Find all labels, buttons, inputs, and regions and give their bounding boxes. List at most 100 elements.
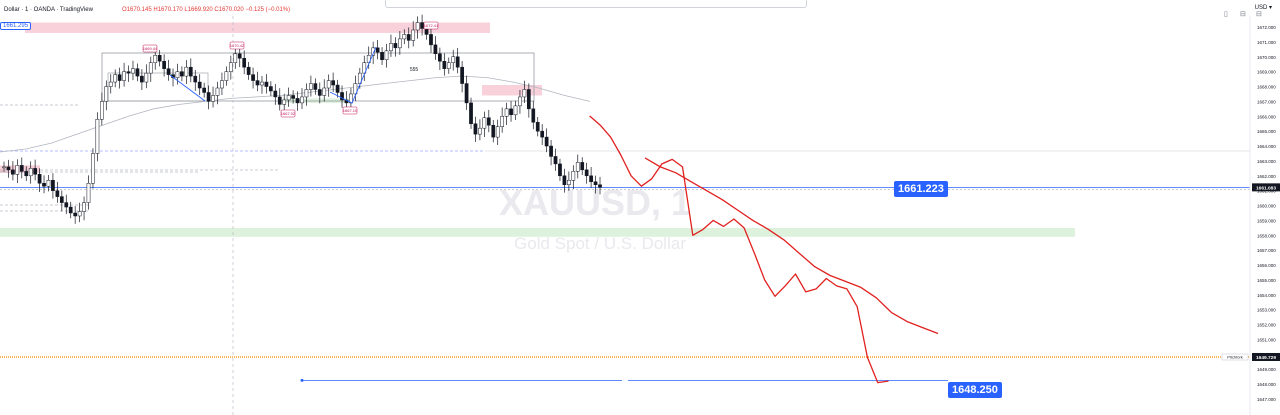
price-axis-tick: 1672.000 (1257, 25, 1276, 30)
price-axis-tick: 1665.000 (1257, 129, 1276, 134)
candle-body (95, 119, 100, 154)
candle-body (64, 202, 69, 208)
candle-body (140, 75, 144, 83)
candle-body (357, 72, 362, 84)
candle-body (175, 71, 180, 78)
candle-body (166, 68, 171, 75)
price-point-label: 1670.42 (230, 43, 245, 48)
target-line-anchor (300, 378, 304, 382)
candle-body (122, 71, 126, 81)
candle-body (326, 80, 331, 89)
candle-body (313, 83, 318, 90)
candle-body (28, 168, 33, 177)
candle-body (433, 44, 438, 55)
candle-body (584, 169, 589, 177)
candle-body (486, 117, 491, 126)
candle-body (384, 50, 389, 60)
price-point-label-box (280, 109, 296, 118)
candle-body (273, 90, 278, 98)
candle-body (228, 62, 233, 72)
candle-body (402, 34, 407, 40)
candle-body (411, 29, 416, 41)
candle-body (104, 86, 109, 102)
candle-body (6, 166, 11, 171)
candle-body (340, 92, 344, 101)
candle-body (544, 136, 549, 147)
candle-body (598, 184, 602, 188)
candle-body (148, 62, 153, 74)
candle-body (322, 87, 327, 96)
candle-body (380, 52, 384, 60)
candle-body (126, 71, 131, 74)
candle-body (540, 130, 545, 138)
candle-body (495, 126, 500, 138)
screenshot-icon[interactable]: ⊟ (1256, 11, 1262, 18)
price-axis-tick: 1671.000 (1257, 40, 1276, 45)
symbol-title[interactable]: Dollar · 1 · OANDA · TradingView (4, 7, 93, 13)
candle-body (429, 34, 433, 46)
price-axis-tick: 1657.000 (1257, 248, 1276, 253)
candle-body (353, 83, 358, 95)
projection-path (589, 115, 889, 384)
supply-zone (482, 85, 542, 96)
candle-body (389, 43, 393, 52)
price-axis-tick: 1655.000 (1257, 278, 1276, 283)
candle-body (375, 47, 380, 53)
candle-body (562, 175, 567, 185)
candle-body (211, 95, 215, 102)
candle-body (420, 22, 424, 29)
candle-body (526, 89, 531, 110)
current-price-axis-label: 1661.083 (1256, 185, 1276, 191)
candle-body (549, 145, 553, 157)
candle-body (51, 180, 55, 191)
candle-body (424, 28, 429, 35)
current-price-tag-label: 1661.223 (898, 183, 944, 195)
price-axis-tick: 1664.000 (1257, 144, 1276, 149)
candle-body (180, 71, 184, 77)
current-price-tag[interactable]: 1661.223 (894, 181, 948, 197)
currency-select[interactable]: USD ▾ (1254, 5, 1272, 11)
candle-body (113, 74, 118, 83)
candle-body (478, 127, 482, 135)
candle-body (518, 96, 522, 107)
candle-body (500, 116, 504, 127)
candle-body (246, 66, 251, 75)
candle-body (291, 95, 295, 99)
candle-body (442, 60, 447, 69)
candle-body (233, 53, 238, 63)
candle-body (59, 196, 64, 203)
price-axis-tick: 1658.000 (1257, 233, 1276, 238)
candle-body (513, 105, 518, 116)
candle-body (264, 81, 269, 87)
price-point-label: 555 (410, 67, 419, 73)
ray-axis-label: 1649.729 (1256, 355, 1276, 361)
candle-body (33, 168, 37, 175)
price-axis-tick: 1668.000 (1257, 85, 1276, 90)
candle-body (362, 62, 367, 74)
drawing-toolbar[interactable] (385, 0, 807, 8)
candle-body (309, 83, 313, 90)
lock-icon[interactable]: ▯ (1224, 11, 1228, 18)
candle-body (446, 62, 451, 69)
candle-body (144, 72, 149, 83)
target-price-tag[interactable]: 1648.250 (948, 382, 1002, 398)
price-point-label: 1667.10 (343, 108, 358, 113)
candle-body (366, 55, 371, 63)
candle-body (162, 60, 166, 69)
candle-body (535, 121, 540, 132)
candle-body (157, 55, 162, 62)
settings-icon[interactable]: ⊟ (1240, 11, 1246, 18)
chart-header: Dollar · 1 · OANDA · TradingView O1670.1… (0, 0, 1250, 16)
current-price-axis-label-bg (1252, 183, 1280, 192)
trend-line (329, 46, 377, 104)
price-axis-bg (1250, 16, 1280, 415)
price-axis-tick: 1648.000 (1257, 382, 1276, 387)
candle-body (286, 95, 291, 101)
candle-body (42, 182, 46, 187)
candle-body (558, 163, 562, 177)
price-axis-tick: 1663.000 (1257, 159, 1276, 164)
candle-body (393, 43, 398, 49)
price-axis-tick: 1667.000 (1257, 99, 1276, 104)
